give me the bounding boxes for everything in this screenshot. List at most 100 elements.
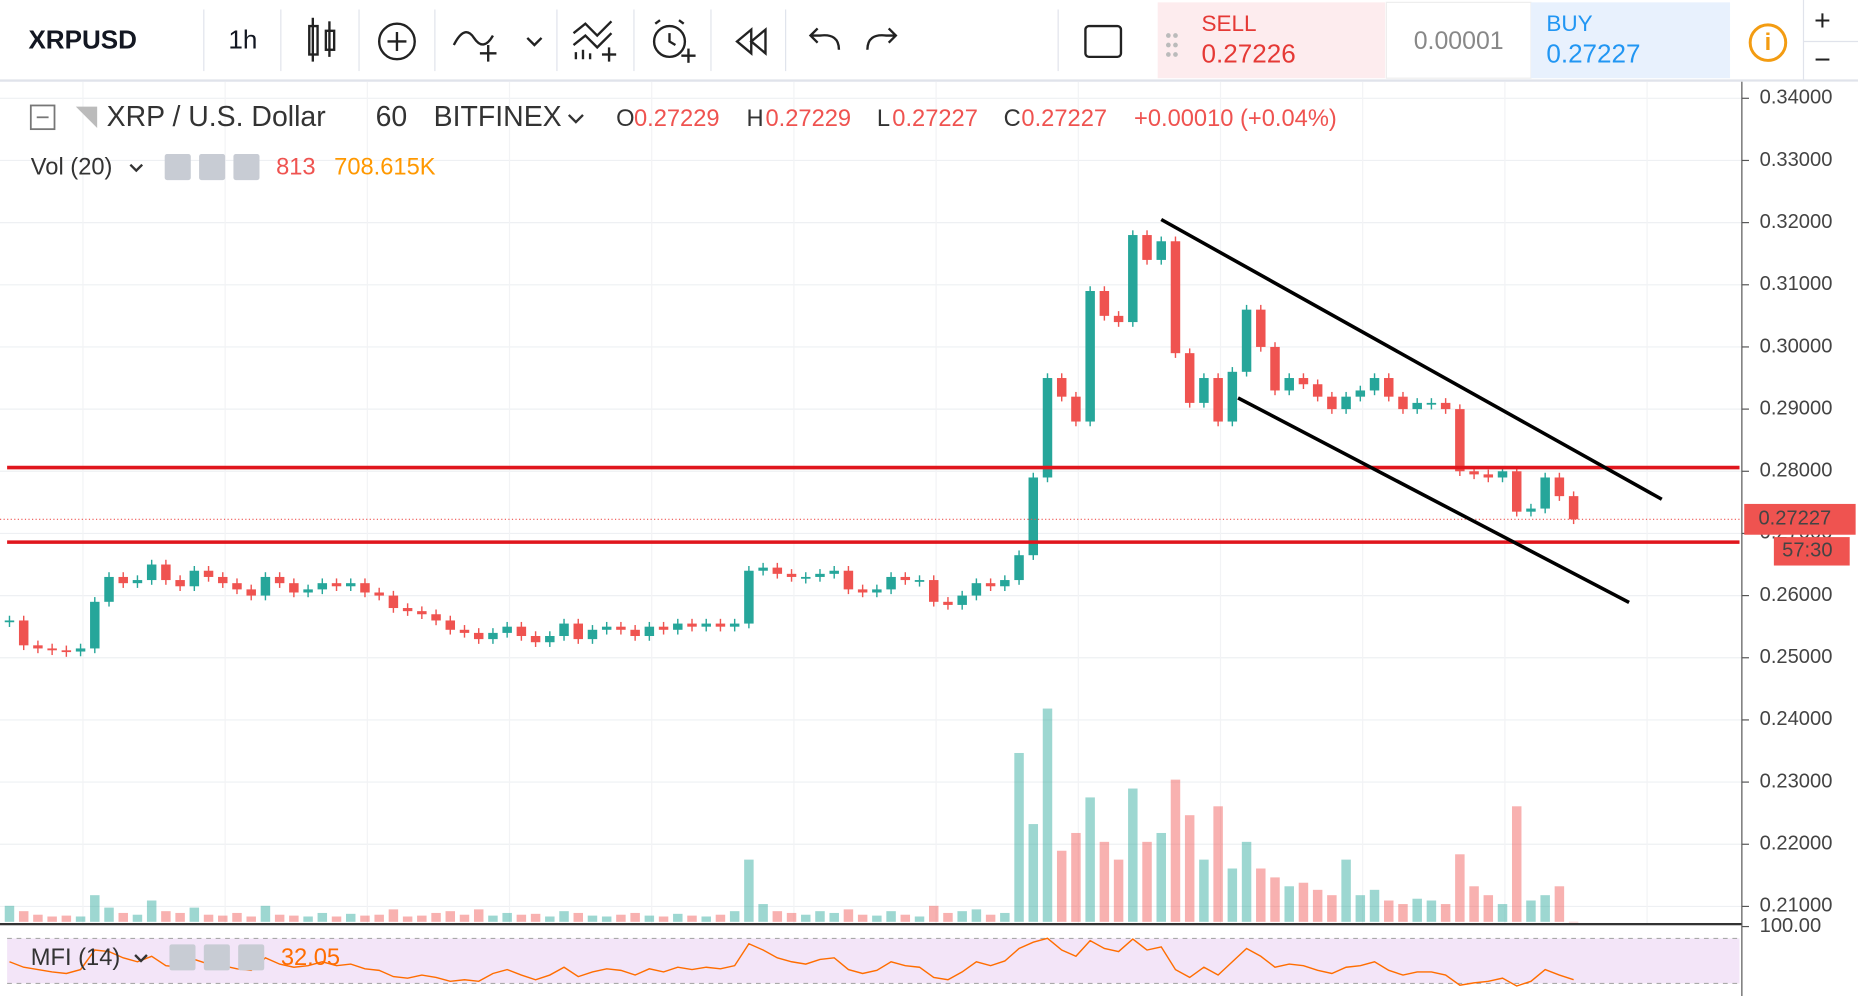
settings-button[interactable] <box>199 154 226 181</box>
last-price-badge <box>1744 503 1856 535</box>
candle-body <box>1355 390 1366 397</box>
volume-bar <box>218 915 228 922</box>
volume-bar <box>1398 904 1408 922</box>
volume-bar <box>502 912 512 922</box>
fullscreen-icon[interactable] <box>1084 24 1123 59</box>
candle-body <box>1540 477 1550 509</box>
volume-bar <box>1327 895 1337 922</box>
volume-bar <box>516 914 527 922</box>
volume-bar <box>559 911 569 922</box>
candle-body <box>658 626 669 630</box>
info-icon[interactable] <box>1748 23 1788 62</box>
candle-body <box>573 623 583 640</box>
candle-body <box>331 583 342 587</box>
candle-body <box>1384 378 1394 397</box>
dropdown[interactable] <box>129 163 144 173</box>
buy-box[interactable] <box>1530 2 1731 79</box>
candle-body <box>132 580 143 584</box>
candle-body <box>218 576 228 584</box>
candle-body <box>118 576 128 584</box>
candle-body <box>1327 396 1337 410</box>
volume-bar <box>829 912 839 922</box>
volume-bar <box>232 912 242 922</box>
volume-bar <box>445 911 456 922</box>
volume-bar <box>388 909 399 922</box>
volume-bar <box>872 915 882 922</box>
volume-bar <box>1213 806 1223 922</box>
dropdown[interactable] <box>134 954 148 963</box>
candle-body <box>388 595 399 609</box>
volume-bar <box>402 916 413 922</box>
volume-bar <box>1085 797 1095 922</box>
eye-button[interactable] <box>169 944 196 971</box>
candle-body <box>1398 396 1408 410</box>
symbol-logo <box>75 106 98 128</box>
mfi-tick-label: 100.00 <box>1760 915 1822 937</box>
candle-body <box>1483 474 1494 478</box>
interval[interactable]: 1h <box>228 24 257 54</box>
candle-body <box>1284 378 1294 391</box>
volume-bar <box>4 905 15 922</box>
candle-body <box>943 601 953 605</box>
candle-body <box>829 570 839 574</box>
candle-body <box>1213 378 1223 422</box>
volume-bar <box>1142 841 1152 922</box>
volume-bar <box>1113 859 1124 922</box>
price-axis: 0.34000 0.33000 0.32000 0.31000 0.30000 0.290… <box>1741 87 1856 937</box>
volume-bar <box>971 909 982 922</box>
volume-bar <box>573 912 583 922</box>
volume-bar <box>18 911 29 922</box>
candle-body <box>630 629 640 637</box>
volume-bar <box>1199 859 1209 922</box>
undo-icon[interactable] <box>808 27 841 50</box>
volume-bar <box>246 916 256 922</box>
alert-icon[interactable] <box>652 19 696 63</box>
volume-bar <box>644 915 655 922</box>
candle-body <box>914 580 925 582</box>
candle-body <box>715 623 726 627</box>
candle-body <box>189 570 200 587</box>
templates-icon[interactable] <box>572 20 617 62</box>
candle-body <box>801 576 811 579</box>
high-value: 0.27229 <box>765 106 851 132</box>
volume-bar <box>886 911 896 922</box>
volume-bar <box>1256 868 1266 922</box>
volume-bar <box>61 915 72 922</box>
candle-body <box>857 589 868 593</box>
volume-bar <box>1312 889 1323 922</box>
sell-box[interactable] <box>1157 2 1386 79</box>
candle-body <box>1000 580 1010 587</box>
candle-body <box>1312 384 1323 397</box>
volume-name: Vol (20) <box>31 155 113 181</box>
close-button[interactable] <box>233 154 260 181</box>
candle-body <box>33 645 43 649</box>
volume-bar <box>772 911 783 922</box>
y-tick-label: 0.25000 <box>1760 646 1833 668</box>
dropdown[interactable] <box>567 114 584 124</box>
volume-bar <box>473 909 484 922</box>
candle-body <box>1256 309 1266 347</box>
mfi-value: 32.05 <box>281 945 340 971</box>
eye-button[interactable] <box>164 154 191 181</box>
volume-bar <box>758 904 768 922</box>
zoom-in[interactable]: + <box>1814 5 1831 37</box>
replay-icon[interactable] <box>735 27 767 56</box>
candle-body <box>317 583 328 590</box>
volume-bar <box>1184 815 1195 922</box>
candles-icon[interactable] <box>308 17 336 62</box>
collapse-button[interactable] <box>29 104 56 131</box>
toolbar: XRPUSD 1h SELL 0.27226 0.00001 BUY 0.272… <box>0 0 1858 82</box>
legend-exchange: BITFINEX <box>434 101 562 133</box>
close-button[interactable] <box>238 944 265 971</box>
volume-bar <box>161 911 171 922</box>
candle-body <box>1028 477 1039 556</box>
indicator-add-icon[interactable] <box>377 22 416 61</box>
redo-icon[interactable] <box>866 27 898 50</box>
volume-bar <box>274 914 285 922</box>
volume-bar <box>857 914 868 922</box>
zoom-out[interactable]: − <box>1814 44 1831 76</box>
compare-icon[interactable] <box>452 31 543 62</box>
symbol[interactable]: XRPUSD <box>28 24 137 54</box>
volume-bar <box>1412 898 1422 922</box>
settings-button[interactable] <box>203 944 230 971</box>
